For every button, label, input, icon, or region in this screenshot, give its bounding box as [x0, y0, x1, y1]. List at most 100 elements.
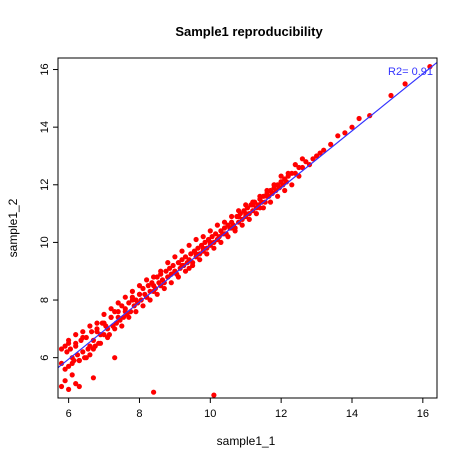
data-point [221, 219, 228, 225]
data-point [69, 360, 75, 366]
y-tick-label: 12 [39, 179, 51, 191]
data-point [299, 164, 305, 171]
data-point [292, 170, 298, 176]
data-point [243, 202, 249, 208]
data-point [175, 260, 181, 266]
data-point [133, 309, 139, 315]
data-point [58, 360, 65, 366]
data-point [209, 234, 215, 240]
y-axis: 6 8 10 12 14 16 [39, 63, 58, 361]
data-point [253, 211, 259, 217]
data-point [161, 285, 167, 292]
data-point [112, 355, 118, 361]
x-tick-label: 6 [66, 408, 72, 420]
data-point [64, 349, 70, 355]
data-point [66, 386, 72, 392]
data-point [58, 383, 65, 390]
data-point [179, 257, 185, 263]
data-point [83, 355, 89, 361]
r2-annotation: R2= 0.91 [388, 66, 433, 78]
data-point [172, 254, 178, 260]
data-point [87, 352, 93, 358]
data-point [342, 130, 348, 136]
data-point [314, 153, 320, 159]
data-point [66, 363, 72, 369]
data-point [267, 199, 274, 205]
data-point [186, 242, 192, 248]
data-point [112, 326, 118, 332]
data-point [136, 283, 143, 289]
data-point [87, 323, 93, 329]
data-point [119, 303, 125, 309]
data-point [115, 300, 121, 306]
data-point [167, 265, 173, 271]
data-point [73, 343, 79, 349]
data-point [188, 251, 194, 257]
x-tick-label: 10 [204, 408, 216, 420]
data-point [80, 334, 86, 341]
data-point [66, 337, 72, 343]
data-point [236, 213, 242, 220]
data-point [90, 337, 96, 343]
data-point [246, 216, 252, 222]
data-point [317, 150, 323, 156]
data-point [211, 392, 217, 398]
x-tick-label: 14 [346, 408, 358, 420]
data-point [108, 314, 114, 320]
data-point [213, 231, 219, 237]
data-point [147, 297, 153, 303]
y-tick-label: 8 [39, 297, 51, 303]
data-point [80, 329, 86, 335]
data-point [101, 332, 107, 338]
data-point [264, 187, 270, 194]
data-point [427, 64, 433, 70]
data-point [190, 262, 196, 269]
data-point [163, 268, 169, 274]
data-point [175, 274, 181, 280]
data-point [165, 260, 171, 266]
data-point [89, 329, 95, 335]
x-axis-label: sample1_1 [217, 434, 276, 448]
data-point [356, 115, 362, 122]
data-point [126, 314, 132, 320]
data-point [168, 280, 174, 286]
data-point [140, 303, 146, 309]
x-tick-label: 12 [275, 408, 287, 420]
data-point [202, 239, 208, 245]
data-point [328, 141, 334, 147]
data-point [97, 340, 104, 346]
data-point [193, 236, 199, 243]
data-point [94, 329, 100, 335]
y-tick-label: 6 [39, 355, 51, 361]
data-point [129, 288, 135, 294]
y-tick-label: 16 [39, 63, 51, 75]
data-point [186, 265, 192, 271]
data-point [101, 320, 107, 326]
data-point [67, 346, 73, 352]
points-layer [58, 64, 433, 398]
data-point [310, 156, 316, 162]
data-point [271, 182, 277, 188]
y-tick-label: 10 [39, 236, 51, 248]
data-point [80, 349, 86, 355]
data-point [151, 274, 157, 280]
data-point [200, 234, 206, 240]
data-point [229, 213, 235, 220]
data-point [278, 179, 284, 185]
data-point [257, 193, 263, 199]
data-point [144, 277, 150, 283]
data-point [101, 311, 107, 317]
data-point [402, 81, 408, 87]
data-point [292, 162, 298, 168]
data-point [207, 228, 213, 234]
data-point [87, 343, 93, 349]
data-point [105, 334, 111, 341]
data-point [218, 239, 224, 245]
data-point [182, 268, 189, 274]
data-point [119, 323, 125, 329]
data-point [140, 285, 146, 292]
data-point [179, 248, 185, 254]
data-point [335, 133, 341, 139]
data-point [126, 300, 132, 306]
data-point [62, 378, 68, 384]
